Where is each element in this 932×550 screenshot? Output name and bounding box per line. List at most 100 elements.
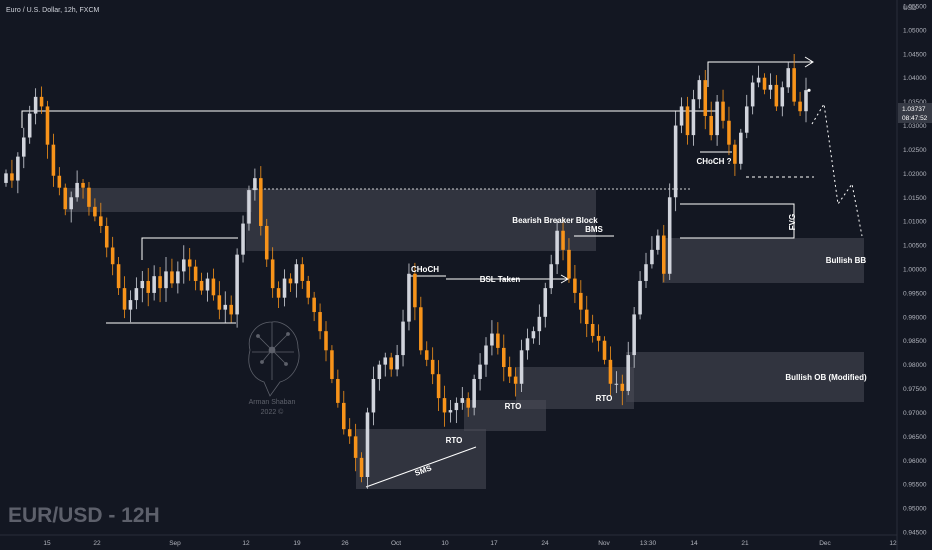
time-tick-label: 26 bbox=[341, 540, 349, 547]
price-tick-label: 0.95500 bbox=[903, 482, 927, 489]
label-choch: CHoCH bbox=[411, 265, 439, 274]
candle-bull bbox=[786, 68, 790, 88]
label-bearish-breaker: Bearish Breaker Block bbox=[512, 216, 598, 225]
price-tick-label: 1.00000 bbox=[903, 267, 927, 274]
candle-bear bbox=[217, 295, 222, 310]
price-tick-label: 0.96000 bbox=[903, 458, 927, 465]
candle-bear bbox=[93, 206, 97, 217]
candle-bull bbox=[365, 412, 370, 478]
candle-bear bbox=[442, 398, 447, 413]
price-tick-label: 1.03500 bbox=[903, 99, 927, 106]
candle-bear bbox=[300, 264, 305, 281]
candle-bear bbox=[389, 357, 393, 370]
candle-bear bbox=[502, 347, 506, 368]
candle-bear bbox=[99, 216, 103, 226]
candle-bull bbox=[401, 321, 405, 356]
candle-bull bbox=[679, 106, 684, 126]
candle-bear bbox=[792, 68, 796, 102]
candle-bear bbox=[104, 225, 109, 248]
candle-bull bbox=[407, 273, 411, 322]
zone-bullish-bb bbox=[662, 238, 864, 283]
candle-bull bbox=[22, 137, 26, 157]
candle-bull bbox=[176, 271, 180, 284]
candle-bear bbox=[146, 280, 150, 293]
candle-bull bbox=[69, 197, 73, 210]
candle-bull bbox=[519, 350, 524, 384]
price-tick-label: 1.04500 bbox=[903, 51, 927, 58]
price-tick-label: 0.99500 bbox=[903, 290, 927, 297]
candle-bear bbox=[466, 398, 470, 408]
candle-bear bbox=[276, 288, 281, 298]
label-rto-1: RTO bbox=[446, 436, 463, 445]
candles-layer bbox=[4, 54, 811, 489]
candle-bear bbox=[353, 436, 358, 458]
zone-bullish-ob bbox=[626, 352, 864, 402]
candle-bear bbox=[57, 175, 62, 188]
candle-bear bbox=[608, 359, 613, 384]
price-tick-label: 0.97500 bbox=[903, 386, 927, 393]
time-tick-label: 17 bbox=[490, 540, 498, 547]
candle-bear bbox=[312, 297, 316, 313]
candle-bear bbox=[187, 259, 192, 267]
candle-bear bbox=[584, 309, 589, 324]
label-rto-2: RTO bbox=[505, 402, 522, 411]
candle-bear bbox=[424, 350, 429, 360]
time-tick-label: 10 bbox=[441, 540, 449, 547]
author-name: Arman Shaban bbox=[249, 399, 296, 406]
candle-bull bbox=[134, 288, 139, 301]
candle-bull bbox=[223, 304, 228, 310]
candle-bull bbox=[549, 264, 553, 289]
candle-bull bbox=[205, 278, 210, 291]
label-bullish-ob: Bullish OB (Modified) bbox=[785, 373, 867, 382]
candle-bull bbox=[644, 264, 648, 281]
candle-bull bbox=[780, 87, 785, 107]
candle-bull bbox=[448, 410, 453, 413]
candle-bull bbox=[454, 402, 459, 411]
zones-layer bbox=[66, 188, 864, 489]
candle-bull bbox=[164, 271, 168, 289]
candle-bull bbox=[656, 235, 660, 250]
candle-bull bbox=[140, 280, 145, 289]
time-tick-label: 19 bbox=[293, 540, 301, 547]
candle-bull bbox=[555, 230, 559, 265]
price-tick-label: 0.96500 bbox=[903, 434, 927, 441]
time-tick-label: Nov bbox=[598, 540, 610, 547]
time-tick-label: Dec bbox=[819, 540, 831, 547]
candle-bear bbox=[87, 187, 91, 207]
time-tick-label: 12 bbox=[242, 540, 250, 547]
candle-bull bbox=[152, 276, 156, 293]
time-tick-label: 14 bbox=[690, 540, 698, 547]
candle-bear bbox=[590, 323, 595, 336]
candle-bear bbox=[709, 115, 713, 136]
candle-bull bbox=[128, 300, 133, 310]
candle-bull bbox=[294, 264, 299, 284]
candle-bear bbox=[620, 383, 625, 391]
author-logo: Arman Shaban 2022 © bbox=[248, 321, 300, 416]
projection-path bbox=[811, 102, 863, 237]
candle-bull bbox=[33, 96, 38, 114]
candle-bull bbox=[673, 125, 678, 198]
candle-bear bbox=[229, 304, 233, 315]
time-tick-label: 13:30 bbox=[640, 540, 657, 547]
symbol-watermark: EUR/USD - 12H bbox=[8, 504, 160, 527]
candle-bear bbox=[211, 278, 216, 296]
time-tick-label: 21 bbox=[741, 540, 749, 547]
candle-bear bbox=[264, 225, 269, 260]
symbol-info[interactable]: Euro / U.S. Dollar, 12h, FXCM bbox=[6, 7, 100, 14]
candle-bear bbox=[110, 247, 115, 265]
candle-bear bbox=[45, 106, 50, 145]
current-price-countdown: 08:47:52 bbox=[902, 115, 928, 122]
author-year: 2022 © bbox=[261, 408, 285, 416]
label-fvg: FVG bbox=[788, 214, 797, 230]
current-price-value: 1.03737 bbox=[902, 106, 926, 113]
candle-bear bbox=[199, 280, 204, 291]
candle-bear bbox=[324, 331, 328, 351]
candle-bull bbox=[531, 331, 536, 339]
candle-bull bbox=[241, 223, 245, 255]
candle-bull bbox=[4, 173, 8, 183]
candle-bull bbox=[804, 90, 808, 112]
candle-bull bbox=[543, 288, 548, 317]
annotation-labels: Bearish Breaker Block Bullish BB Bullish… bbox=[411, 157, 867, 478]
zone-rto-1 bbox=[356, 429, 486, 489]
